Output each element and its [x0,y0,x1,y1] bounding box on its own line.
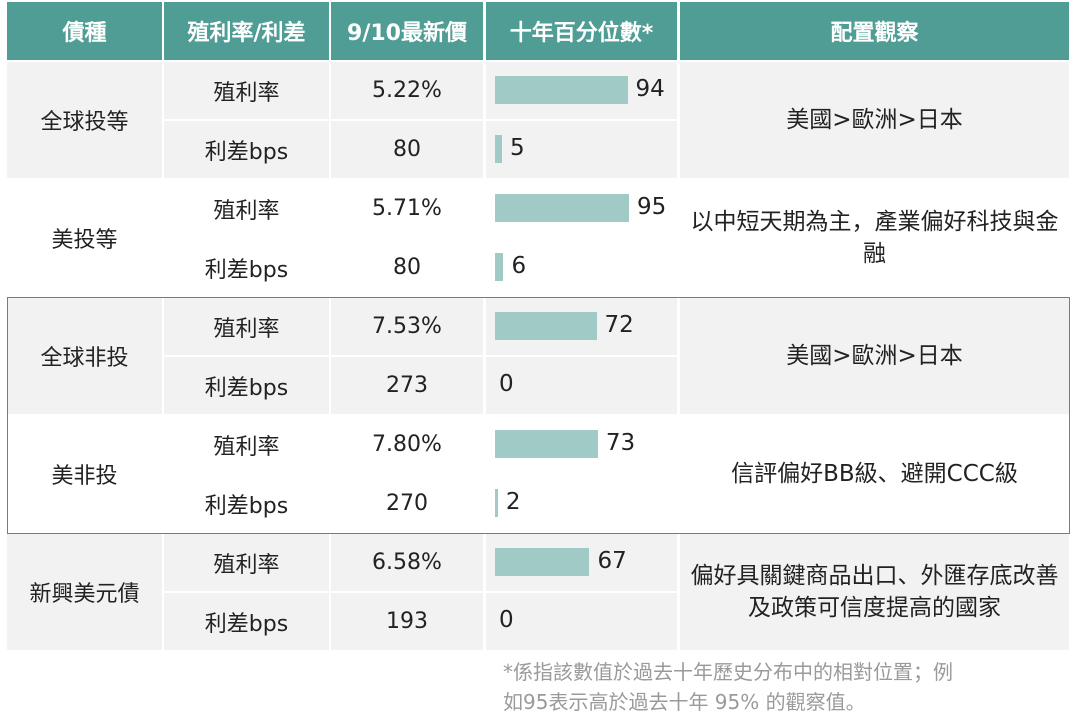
note: 以中短天期為主，產業偏好科技與金融 [680,180,1069,296]
header-cell: 配置觀察 [680,2,1069,60]
metric: 利差bps [164,593,329,650]
header-cell: 殖利率/利差 [164,2,329,60]
percentile-bar [495,548,590,576]
highlight-box [7,297,1070,534]
metric: 利差bps [164,475,329,532]
percentile-label: 0 [499,371,514,397]
percentile-label: 72 [604,312,634,338]
group-name: 美投等 [7,180,162,296]
percentile-label: 0 [499,607,514,633]
percentile-bar [495,135,503,163]
group-name: 美非投 [7,416,162,532]
percentile-bar [495,312,597,340]
percentile-label: 5 [510,135,525,161]
group-name: 全球非投 [7,298,162,414]
bar-cell [486,357,677,414]
bar-cell [486,121,677,178]
percentile-bar [495,253,504,281]
price: 7.80% [331,416,483,473]
metric: 殖利率 [164,416,329,473]
note: 信評偏好BB級、避開CCC級 [680,416,1069,532]
group-name: 全球投等 [7,62,162,178]
header-cell: 十年百分位數* [486,2,677,60]
percentile-label: 95 [636,194,667,220]
footnote: *係指該數值於過去十年歷史分布中的相對位置；例 [503,660,953,684]
price: 193 [331,593,483,650]
note: 美國>歐洲>日本 [680,62,1069,178]
metric: 利差bps [164,239,329,296]
percentile-bar [495,430,598,458]
percentile-bar [495,194,629,222]
metric: 利差bps [164,121,329,178]
header-cell: 債種 [7,2,162,60]
metric: 殖利率 [164,534,329,591]
bar-cell [486,475,677,532]
price: 80 [331,121,483,178]
price: 5.22% [331,62,483,119]
percentile-bar [495,76,628,104]
header-cell: 9/10最新價 [331,2,483,60]
price: 7.53% [331,298,483,355]
percentile-label: 2 [505,489,521,515]
percentile-label: 67 [597,548,627,574]
price: 80 [331,239,483,296]
bar-cell [486,593,677,650]
note: 美國>歐洲>日本 [680,298,1069,414]
price: 6.58% [331,534,483,591]
note: 偏好具關鍵商品出口、外匯存底改善及政策可信度提高的國家 [680,534,1069,650]
percentile-label: 6 [511,253,527,279]
footnote: 如95表示高於過去十年 95% 的觀察值。 [503,690,866,714]
metric: 利差bps [164,357,329,414]
percentile-label: 73 [605,430,636,456]
metric: 殖利率 [164,62,329,119]
price: 270 [331,475,483,532]
price: 273 [331,357,483,414]
metric: 殖利率 [164,180,329,237]
group-name: 新興美元債 [7,534,162,650]
bar-cell [486,239,677,296]
percentile-label: 94 [635,76,665,102]
percentile-bar [495,489,498,517]
metric: 殖利率 [164,298,329,355]
price: 5.71% [331,180,483,237]
